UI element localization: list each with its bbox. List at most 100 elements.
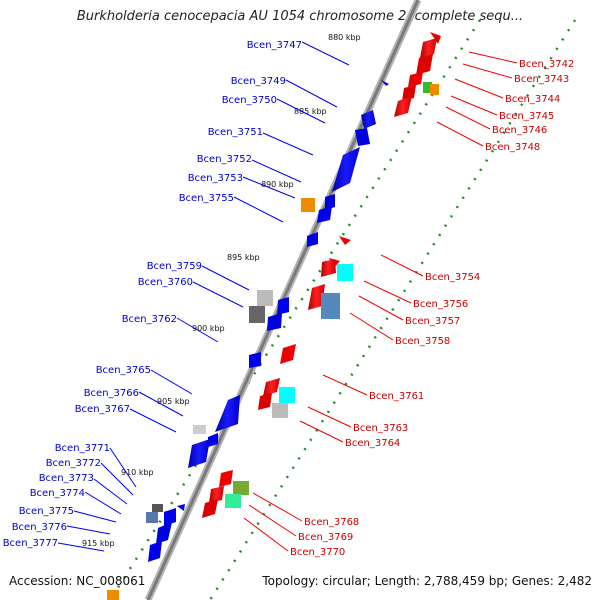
gene-block[interactable] bbox=[361, 110, 376, 129]
forward-gene-labels: Bcen_3747 Bcen_3749 Bcen_3750 Bcen_3751 … bbox=[3, 40, 302, 549]
gene-block[interactable] bbox=[308, 284, 325, 310]
gene-label-3756[interactable]: Bcen_3756 bbox=[413, 299, 468, 310]
gene-label-3767[interactable]: Bcen_3767 bbox=[75, 404, 130, 415]
gene-block[interactable] bbox=[249, 306, 265, 323]
gene-block[interactable] bbox=[381, 80, 389, 86]
gene-label-3777[interactable]: Bcen_3777 bbox=[3, 538, 58, 549]
gene-label-3751[interactable]: Bcen_3751 bbox=[208, 127, 263, 138]
gene-block[interactable] bbox=[215, 395, 240, 432]
tick-label-885: 885 kbp bbox=[294, 107, 327, 116]
gene-label-3772[interactable]: Bcen_3772 bbox=[46, 458, 101, 469]
gene-block[interactable] bbox=[177, 504, 185, 511]
gene-block[interactable] bbox=[355, 128, 370, 146]
gene-label-3775[interactable]: Bcen_3775 bbox=[19, 506, 74, 517]
gene-block[interactable] bbox=[257, 290, 273, 306]
gene-block[interactable] bbox=[249, 352, 261, 368]
gene-label-3758[interactable]: Bcen_3758 bbox=[395, 336, 450, 347]
gene-block[interactable] bbox=[193, 425, 206, 434]
gene-block[interactable] bbox=[225, 494, 241, 508]
gene-block[interactable] bbox=[272, 403, 288, 418]
gene-label-3743[interactable]: Bcen_3743 bbox=[514, 74, 569, 85]
gene-label-3769[interactable]: Bcen_3769 bbox=[298, 532, 353, 543]
gene-block[interactable] bbox=[416, 54, 433, 75]
tick-label-900: 900 kbp bbox=[192, 324, 225, 333]
gene-block[interactable] bbox=[279, 387, 295, 403]
gene-label-3773[interactable]: Bcen_3773 bbox=[39, 473, 94, 484]
gene-block[interactable] bbox=[209, 486, 224, 503]
gene-block[interactable] bbox=[258, 393, 272, 410]
gene-label-3774[interactable]: Bcen_3774 bbox=[30, 488, 85, 499]
gene-block[interactable] bbox=[233, 481, 249, 495]
gene-label-3771[interactable]: Bcen_3771 bbox=[55, 443, 110, 454]
gene-label-3742[interactable]: Bcen_3742 bbox=[519, 59, 574, 70]
forward-leader-lines bbox=[57, 41, 350, 552]
gene-label-3763[interactable]: Bcen_3763 bbox=[353, 423, 408, 434]
gene-block[interactable] bbox=[408, 72, 423, 87]
gene-label-3747[interactable]: Bcen_3747 bbox=[247, 40, 302, 51]
tick-strand-forward bbox=[108, 19, 482, 600]
gene-block[interactable] bbox=[430, 32, 441, 44]
gene-block[interactable] bbox=[202, 499, 218, 518]
tick-label-890: 890 kbp bbox=[261, 180, 294, 189]
reverse-leader-lines bbox=[243, 51, 518, 552]
gene-label-3776[interactable]: Bcen_3776 bbox=[12, 522, 67, 533]
gene-label-3757[interactable]: Bcen_3757 bbox=[405, 316, 460, 327]
tick-label-905: 905 kbp bbox=[157, 397, 190, 406]
reverse-gene-labels: Bcen_3742 Bcen_3743 Bcen_3744 Bcen_3745 … bbox=[290, 59, 574, 558]
gene-block[interactable] bbox=[325, 194, 335, 210]
gene-label-3753[interactable]: Bcen_3753 bbox=[188, 173, 243, 184]
gene-block[interactable] bbox=[277, 297, 289, 315]
gene-label-3745[interactable]: Bcen_3745 bbox=[499, 111, 554, 122]
gene-block[interactable] bbox=[307, 232, 318, 247]
tick-label-880: 880 kbp bbox=[328, 33, 361, 42]
gene-label-3762[interactable]: Bcen_3762 bbox=[122, 314, 177, 325]
gene-block[interactable] bbox=[152, 504, 163, 512]
gene-block[interactable] bbox=[107, 590, 119, 600]
gene-label-3754[interactable]: Bcen_3754 bbox=[425, 272, 480, 283]
gene-label-3752[interactable]: Bcen_3752 bbox=[197, 154, 252, 165]
gene-block[interactable] bbox=[337, 264, 353, 281]
gene-label-3749[interactable]: Bcen_3749 bbox=[231, 76, 286, 87]
gene-block[interactable] bbox=[164, 508, 176, 526]
gene-block[interactable] bbox=[263, 378, 280, 396]
gene-block[interactable] bbox=[148, 541, 162, 562]
gene-block[interactable] bbox=[146, 512, 158, 523]
gene-label-3761[interactable]: Bcen_3761 bbox=[369, 391, 424, 402]
gene-label-3748[interactable]: Bcen_3748 bbox=[485, 142, 540, 153]
gene-block[interactable] bbox=[423, 82, 432, 93]
gene-label-3755[interactable]: Bcen_3755 bbox=[179, 193, 234, 204]
gene-block[interactable] bbox=[430, 84, 439, 95]
gene-label-3750[interactable]: Bcen_3750 bbox=[222, 95, 277, 106]
gene-label-3759[interactable]: Bcen_3759 bbox=[147, 261, 202, 272]
gene-block[interactable] bbox=[280, 344, 296, 364]
accession-label: Accession: NC_008061 bbox=[9, 574, 146, 588]
gene-block[interactable] bbox=[301, 198, 315, 212]
gene-label-3770[interactable]: Bcen_3770 bbox=[290, 547, 345, 558]
gene-block[interactable] bbox=[321, 259, 336, 277]
gene-block[interactable] bbox=[208, 433, 218, 447]
gene-block[interactable] bbox=[332, 147, 360, 192]
tick-label-915: 915 kbp bbox=[82, 539, 115, 548]
gene-block[interactable] bbox=[394, 96, 412, 117]
gene-block[interactable] bbox=[267, 313, 282, 331]
gene-label-3746[interactable]: Bcen_3746 bbox=[492, 125, 547, 136]
tick-strand-reverse bbox=[208, 19, 577, 600]
reverse-gene-blocks bbox=[202, 32, 441, 518]
forward-gene-blocks bbox=[107, 80, 389, 600]
gene-label-3768[interactable]: Bcen_3768 bbox=[304, 517, 359, 528]
gene-block[interactable] bbox=[321, 293, 340, 319]
gene-block[interactable] bbox=[156, 522, 172, 544]
gene-label-3766[interactable]: Bcen_3766 bbox=[84, 388, 139, 399]
gene-label-3765[interactable]: Bcen_3765 bbox=[96, 365, 151, 376]
gene-block[interactable] bbox=[420, 38, 437, 58]
gene-block[interactable] bbox=[188, 439, 210, 468]
gene-label-3744[interactable]: Bcen_3744 bbox=[505, 94, 560, 105]
gene-block[interactable] bbox=[402, 85, 416, 101]
gene-label-3760[interactable]: Bcen_3760 bbox=[138, 277, 193, 288]
gene-block[interactable] bbox=[317, 206, 332, 223]
gene-block[interactable] bbox=[339, 236, 351, 245]
gene-label-3764[interactable]: Bcen_3764 bbox=[345, 438, 400, 449]
gene-block[interactable] bbox=[219, 470, 233, 487]
